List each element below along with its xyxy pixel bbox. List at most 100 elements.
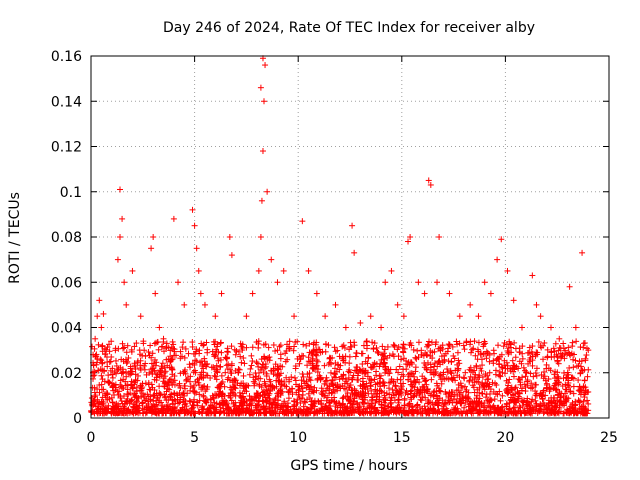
data-point [341,344,348,351]
data-point [179,353,186,360]
data-point [175,279,182,286]
data-point [260,341,267,348]
data-point [391,397,398,404]
data-point [141,362,148,369]
data-point [196,391,203,398]
data-point [421,290,428,297]
data-point [268,367,275,374]
data-point [182,345,189,352]
data-point [475,339,482,346]
data-point [109,374,116,381]
data-point [377,360,384,367]
data-point [257,84,264,91]
data-point [98,372,105,379]
data-point [553,386,560,393]
data-point [300,341,307,348]
data-point [112,357,119,364]
data-point [498,363,505,370]
data-point [575,377,582,384]
data-point [236,366,243,373]
data-point [518,387,525,394]
data-point [394,346,401,353]
data-point [152,290,159,297]
data-point [415,279,422,286]
data-point [566,364,573,371]
data-point [547,367,554,374]
data-point [299,385,306,392]
data-point [156,389,163,396]
data-point [418,347,425,354]
data-point [503,400,510,407]
data-point [307,358,314,365]
data-point [532,369,539,376]
data-point [115,345,122,352]
data-point [298,395,305,402]
data-point [405,238,412,245]
data-point [527,370,534,377]
data-point [548,354,555,361]
data-point [299,391,306,398]
data-point [419,393,426,400]
data-point [93,351,100,358]
data-point [133,340,140,347]
data-point [518,324,525,331]
data-point [468,346,475,353]
data-point [161,383,168,390]
data-point [532,397,539,404]
data-point [226,234,233,240]
data-point [494,256,501,263]
data-point [380,379,387,386]
data-point [251,382,258,389]
data-point [171,352,178,359]
data-point [171,346,178,353]
data-point [510,297,517,304]
data-point [415,339,422,346]
data-point [148,245,155,252]
data-point [529,343,536,350]
data-point [555,375,562,382]
data-point [407,234,414,240]
data-point [240,355,247,362]
data-point [400,313,407,320]
data-point [569,374,576,381]
data-point [472,352,479,359]
data-point [155,346,162,353]
data-point [215,384,222,391]
data-point [147,342,154,349]
data-point [160,338,167,345]
data-point [541,339,548,346]
data-point [109,365,116,372]
data-point [584,373,591,380]
data-point [92,392,99,399]
data-point [197,290,204,297]
data-point [156,324,163,331]
data-point [370,345,377,352]
data-point [410,346,417,353]
data-point [556,335,563,342]
data-point [214,369,221,376]
data-point [204,346,211,353]
data-point [538,391,545,398]
data-point [196,382,203,389]
data-point [357,319,364,326]
data-point [436,234,443,240]
data-point [431,406,438,413]
data-point [477,351,484,358]
data-point [218,290,225,297]
data-point [240,380,247,387]
data-point [261,380,268,387]
x-tick-label: 20 [496,430,514,446]
data-point [395,396,402,403]
data-point [372,399,379,406]
data-point [585,400,592,407]
data-point [485,375,492,382]
data-point [455,387,462,394]
data-point [360,399,367,406]
data-point [581,377,588,384]
data-point [506,376,513,383]
data-point [509,357,516,364]
data-point [196,347,203,354]
data-point [249,290,256,297]
data-point [199,406,206,413]
data-point [375,409,382,416]
